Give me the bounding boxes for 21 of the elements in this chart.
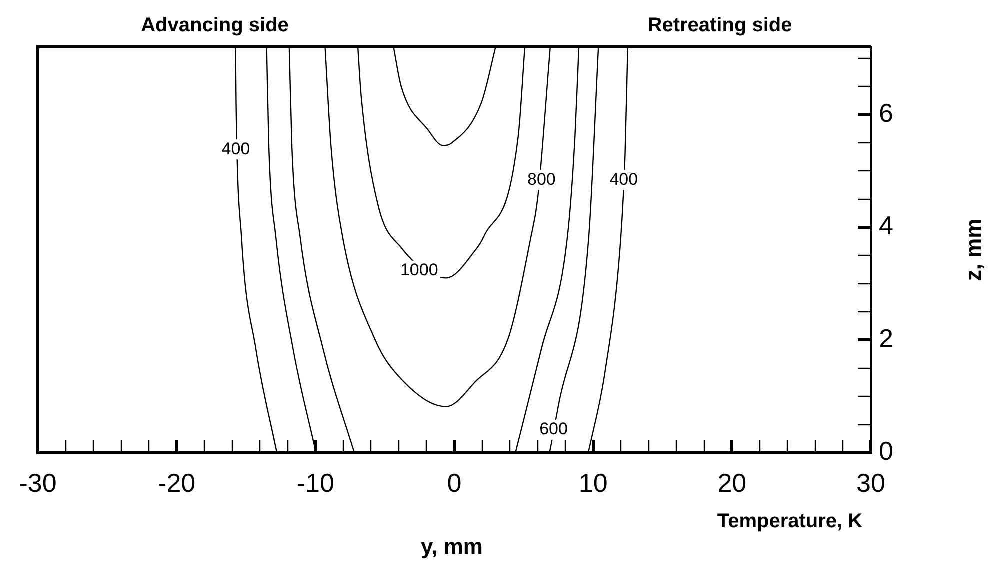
x-tick-label: 10	[578, 468, 608, 498]
x-axis-title: y, mm	[421, 534, 483, 560]
x-tick-label: -30	[19, 468, 57, 498]
x-tick-label: -10	[296, 468, 334, 498]
annotation: 1000	[400, 260, 438, 280]
x-tick-label: -20	[158, 468, 196, 498]
annotation: 400	[222, 139, 250, 158]
y-tick-label: 2	[879, 323, 894, 354]
annotation: 400	[610, 170, 638, 189]
text: Retreating side	[648, 14, 792, 37]
y-tick-label: 6	[879, 98, 894, 128]
x-tick-label: 30	[856, 468, 886, 498]
y-axis-title: z, mm	[961, 218, 986, 282]
x-tick-label: 0	[447, 468, 462, 498]
x-tick-label: 20	[718, 468, 747, 498]
text: Advancing side	[141, 14, 289, 37]
annotation: 600	[540, 420, 568, 439]
y-tick-label: 4	[879, 210, 894, 241]
annotation: 800	[528, 170, 556, 189]
y-tick-label: 0	[879, 436, 894, 466]
text: Temperature, K	[717, 510, 864, 533]
